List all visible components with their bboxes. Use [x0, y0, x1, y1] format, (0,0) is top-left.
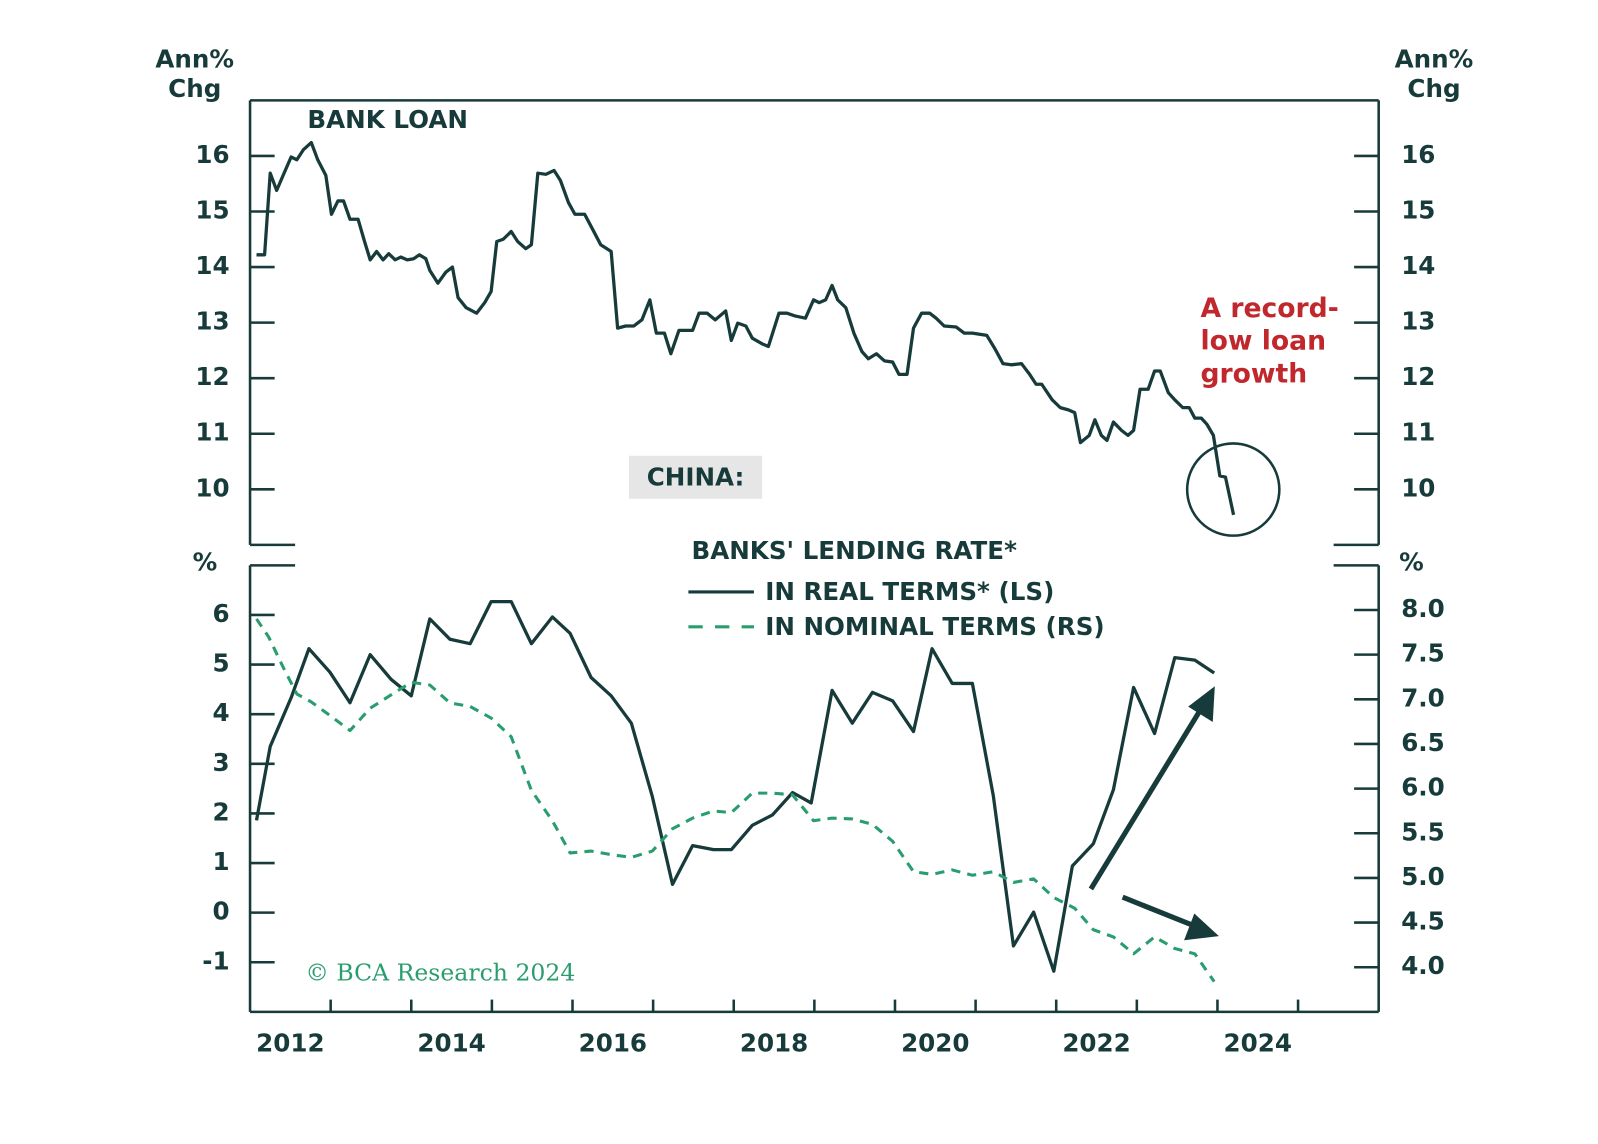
y2-tick-label: 6.0 — [1401, 773, 1445, 802]
x-tick-label: 2018 — [740, 1029, 808, 1058]
arrow-up — [1088, 686, 1215, 891]
series-line — [254, 599, 1216, 973]
highlight-circle — [1185, 442, 1281, 537]
y-tick-label: 15 — [195, 195, 229, 224]
y2-tick-label: 7.5 — [1401, 639, 1445, 668]
title-box — [628, 455, 763, 499]
y-tick-label: 11 — [195, 418, 229, 447]
y2-tick-label: 4.0 — [1401, 951, 1445, 980]
y2-tick-label: 5.0 — [1401, 862, 1445, 891]
axis-label: Ann% — [1395, 44, 1474, 73]
y-tick-label: 4 — [212, 698, 229, 727]
axis-label: % — [1399, 547, 1424, 576]
y-tick-label: 10 — [195, 473, 229, 502]
y-tick-label: 14 — [195, 251, 229, 280]
y2-tick-label: 16 — [1401, 140, 1435, 169]
y-tick-label: 16 — [195, 140, 229, 169]
y-tick-label: -1 — [202, 946, 229, 975]
source: © BCA Research 2024 — [305, 958, 575, 986]
x-tick-label: 2014 — [417, 1029, 485, 1058]
legend-label: IN NOMINAL TERMS (RS) — [765, 612, 1104, 641]
x-tick-label: 2020 — [901, 1029, 969, 1058]
axis-label: Ann% — [155, 44, 234, 73]
y-tick-label: 1 — [212, 847, 229, 876]
y2-tick-label: 10 — [1401, 473, 1435, 502]
y2-tick-label: 15 — [1401, 195, 1435, 224]
y-tick-label: 0 — [212, 897, 229, 926]
y2-tick-label: 5.5 — [1401, 817, 1445, 846]
y2-tick-label: 13 — [1401, 307, 1435, 336]
y2-tick-label: 8.0 — [1401, 594, 1445, 623]
axis-label: % — [193, 547, 218, 576]
y-tick-label: 13 — [195, 307, 229, 336]
axis-label: Chg — [168, 74, 221, 103]
annotation: A record- — [1200, 293, 1338, 324]
y-tick-label: 2 — [212, 797, 229, 826]
x-tick-label: 2022 — [1062, 1029, 1130, 1058]
legend-title: BANKS' LENDING RATE* — [691, 536, 1017, 565]
x-tick-label: 2024 — [1224, 1029, 1292, 1058]
arrow-down — [1121, 894, 1219, 941]
x-tick-label: 2016 — [579, 1029, 647, 1058]
annotation: growth — [1200, 358, 1307, 389]
y-tick-label: 6 — [212, 599, 229, 628]
y2-tick-label: 4.5 — [1401, 907, 1445, 936]
y2-tick-label: 11 — [1401, 418, 1435, 447]
y2-tick-label: 7.0 — [1401, 683, 1445, 712]
x-tick-label: 2012 — [256, 1029, 324, 1058]
panel-title: BANK LOAN — [307, 105, 468, 134]
chart-title: CHINA: — [647, 462, 745, 491]
axis-label: Chg — [1407, 74, 1460, 103]
series-line — [256, 140, 1236, 516]
y2-tick-label: 12 — [1401, 362, 1435, 391]
legend-label: IN REAL TERMS* (LS) — [765, 577, 1054, 606]
y2-tick-label: 6.5 — [1401, 728, 1445, 757]
series-line — [255, 618, 1216, 983]
y2-tick-label: 14 — [1401, 251, 1435, 280]
annotation: low loan — [1200, 326, 1326, 357]
y-tick-label: 3 — [212, 748, 229, 777]
y-tick-label: 5 — [212, 649, 229, 678]
y-tick-label: 12 — [195, 362, 229, 391]
